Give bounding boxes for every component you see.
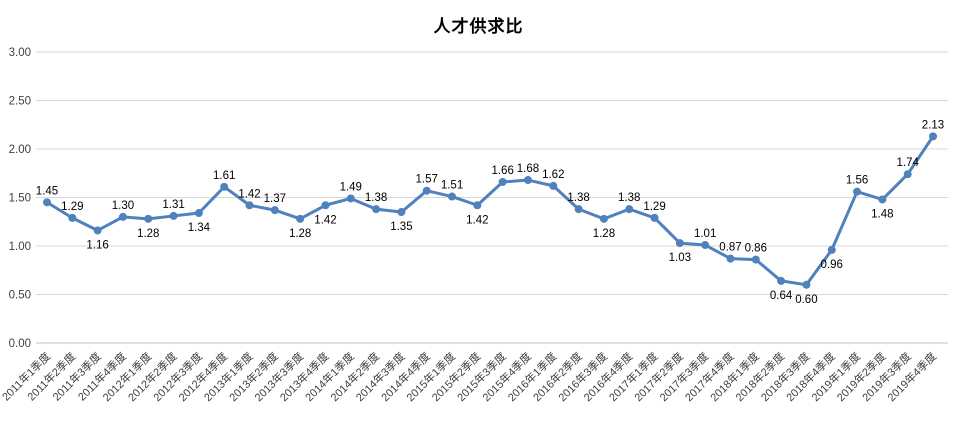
data-point (372, 205, 381, 214)
data-label: 1.45 (36, 185, 58, 197)
data-label: 1.37 (264, 193, 286, 205)
y-tick-label: 2.50 (9, 96, 31, 108)
data-label: 1.56 (846, 175, 868, 187)
data-point (523, 176, 532, 185)
data-label: 0.96 (821, 259, 843, 271)
data-point (903, 170, 912, 179)
data-point (473, 201, 482, 210)
data-point (675, 239, 684, 248)
series-line (45, 134, 935, 287)
data-point (827, 245, 836, 254)
data-label: 0.64 (770, 290, 793, 302)
data-label: 0.86 (745, 243, 767, 255)
gridlines (36, 51, 948, 344)
data-point (777, 276, 786, 285)
y-tick-label: 0.00 (9, 338, 31, 350)
data-point (878, 195, 887, 204)
data-label: 1.35 (390, 221, 412, 233)
data-point (93, 226, 102, 235)
y-tick-label: 1.00 (9, 241, 31, 253)
data-label: 1.28 (289, 228, 311, 240)
data-point (144, 214, 153, 223)
data-point (68, 213, 77, 222)
data-label: 1.61 (213, 170, 235, 182)
data-label: 1.42 (238, 188, 260, 200)
data-label: 1.38 (567, 192, 589, 204)
data-point (118, 212, 127, 221)
data-point (574, 205, 583, 214)
data-label: 1.29 (643, 201, 665, 213)
data-label: 1.49 (340, 181, 362, 193)
y-tick-label: 0.50 (9, 290, 31, 302)
data-label: 1.74 (896, 157, 919, 169)
data-point (346, 194, 355, 203)
data-point (422, 186, 431, 195)
data-point (802, 280, 811, 289)
data-label: 1.34 (188, 222, 211, 234)
data-label: 1.28 (593, 228, 615, 240)
data-point (726, 254, 735, 263)
data-label: 1.29 (61, 201, 83, 213)
data-label: 1.28 (137, 228, 159, 240)
data-point (194, 209, 203, 218)
data-point (853, 187, 862, 196)
y-tick-label: 3.00 (9, 47, 31, 59)
data-label: 1.16 (86, 239, 108, 251)
data-label: 1.62 (542, 169, 564, 181)
data-point (448, 192, 457, 201)
data-point (549, 181, 558, 190)
data-label: 1.48 (871, 208, 893, 220)
x-axis-tick-labels: 2011年1季度2011年2季度2011年3季度2011年4季度2012年1季度… (0, 349, 939, 404)
data-label: 0.60 (795, 294, 817, 306)
data-point (245, 201, 254, 210)
y-axis-tick-labels: 0.00 0.50 1.00 1.50 2.00 2.50 3.00 (9, 47, 31, 350)
data-label: 1.30 (112, 200, 134, 212)
data-point (43, 198, 51, 207)
data-label: 1.42 (466, 214, 488, 226)
data-label: 1.01 (694, 228, 716, 240)
data-point (498, 177, 507, 186)
y-tick-label: 1.50 (9, 193, 31, 205)
data-point (220, 182, 229, 191)
y-tick-label: 2.00 (9, 144, 31, 156)
data-label: 0.87 (719, 242, 741, 254)
data-label: 1.42 (314, 214, 336, 226)
data-point (270, 206, 279, 215)
data-point (701, 241, 710, 250)
data-label: 1.38 (618, 192, 640, 204)
chart-title: 人才供求比 (433, 17, 524, 36)
data-point (296, 214, 305, 223)
data-label: 1.31 (162, 199, 184, 211)
data-label: 1.03 (669, 252, 691, 264)
data-label: 2.13 (922, 119, 944, 131)
data-point (321, 201, 330, 210)
data-point (397, 208, 406, 217)
data-label: 1.68 (517, 163, 539, 175)
data-point (599, 214, 608, 223)
data-label: 1.38 (365, 192, 387, 204)
data-point (751, 255, 760, 264)
data-label: 1.51 (441, 180, 463, 192)
data-point (169, 211, 178, 220)
series-人才供求比 (43, 132, 937, 289)
data-label: 1.66 (491, 165, 513, 177)
data-label: 1.57 (416, 174, 438, 186)
data-point (625, 205, 634, 214)
data-point (929, 132, 937, 141)
data-point (650, 213, 659, 222)
data-labels: 1.451.291.161.301.281.311.341.611.42 1.37… (36, 119, 944, 305)
